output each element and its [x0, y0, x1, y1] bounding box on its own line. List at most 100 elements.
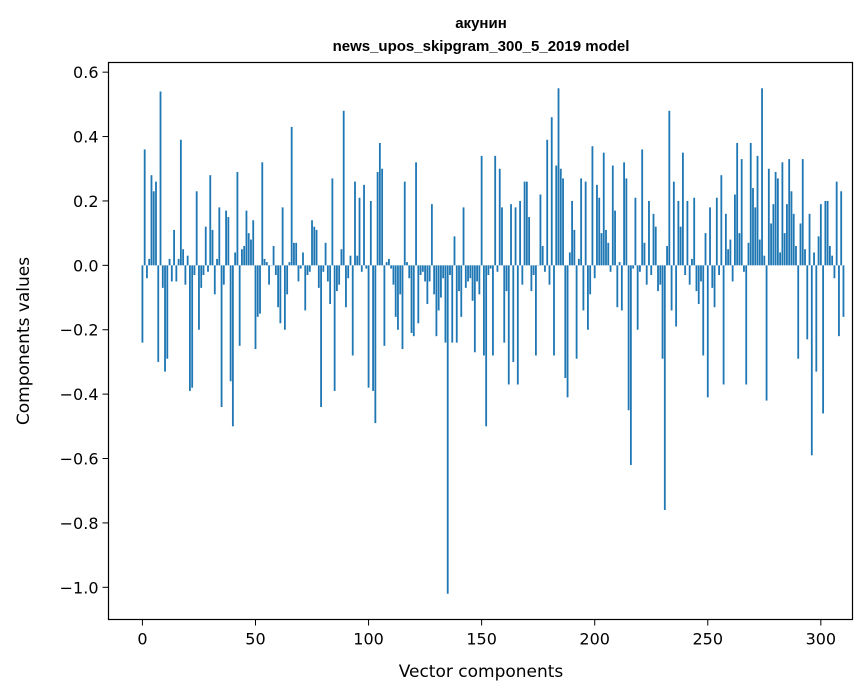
bar-58 [272, 246, 275, 266]
bar-120 [412, 265, 415, 337]
bar-294 [806, 265, 809, 340]
bar-265 [740, 159, 743, 266]
bar-217 [632, 265, 635, 269]
bar-157 [496, 265, 499, 272]
bar-62 [281, 207, 284, 266]
bar-17 [179, 139, 182, 266]
bar-104 [376, 171, 379, 266]
bar-309 [840, 191, 843, 266]
bar-114 [399, 265, 402, 295]
bar-141 [460, 265, 463, 317]
bar-279 [772, 204, 775, 266]
bar-210 [616, 265, 619, 308]
bar-183 [555, 165, 558, 266]
bar-77 [315, 229, 318, 266]
bar-30 [209, 175, 212, 266]
bar-127 [428, 265, 431, 282]
bar-296 [810, 265, 813, 456]
bar-82 [326, 265, 329, 282]
bar-146 [471, 265, 474, 301]
bar-261 [731, 265, 734, 282]
bar-66 [290, 126, 293, 266]
bar-131 [437, 265, 440, 311]
bar-211 [618, 262, 621, 266]
bar-282 [779, 252, 782, 266]
bar-91 [347, 265, 350, 279]
bar-100 [367, 265, 370, 388]
bar-93 [351, 265, 354, 356]
bar-275 [763, 255, 766, 266]
bar-205 [605, 229, 607, 266]
bar-181 [550, 117, 553, 266]
bar-60 [277, 265, 280, 308]
bar-79 [320, 265, 322, 407]
bar-53 [261, 162, 264, 266]
bar-223 [645, 265, 648, 285]
bar-209 [614, 210, 616, 266]
bar-238 [679, 226, 682, 266]
bar-297 [813, 252, 815, 266]
bar-123 [419, 265, 422, 275]
bar-56 [268, 265, 270, 285]
bar-267 [745, 265, 748, 385]
bar-288 [792, 213, 795, 266]
bar-178 [544, 265, 546, 272]
bar-270 [752, 188, 754, 266]
bar-182 [553, 265, 555, 356]
bar-109 [388, 258, 390, 266]
bar-154 [489, 265, 492, 269]
bar-172 [530, 265, 533, 292]
bar-124 [421, 265, 424, 272]
bar-128 [430, 204, 433, 266]
bar-23 [193, 265, 196, 275]
bar-132 [440, 265, 442, 298]
bar-125 [424, 265, 426, 282]
bar-156 [494, 155, 497, 266]
bar-306 [833, 265, 836, 279]
bar-310 [842, 265, 845, 317]
bar-151 [482, 265, 485, 356]
bar-201 [596, 184, 598, 266]
bar-51 [256, 265, 259, 317]
bar-308 [838, 265, 840, 337]
bar-259 [727, 249, 730, 266]
bar-164 [512, 265, 515, 362]
bar-69 [297, 265, 300, 282]
bar-216 [629, 265, 632, 465]
bar-72 [304, 265, 307, 311]
y-tick-label: −0.6 [60, 450, 99, 469]
bar-227 [654, 226, 657, 266]
bar-242 [688, 265, 691, 285]
bar-97 [360, 265, 363, 272]
bar-85 [333, 265, 336, 391]
bar-244 [693, 197, 696, 266]
bar-231 [663, 265, 666, 511]
y-tick-label: −1.0 [60, 578, 99, 597]
bar-22 [191, 265, 194, 388]
x-axis-label: Vector components [399, 662, 564, 682]
bar-222 [643, 242, 646, 266]
bar-191 [573, 229, 576, 266]
bar-138 [453, 236, 456, 266]
bar-287 [790, 191, 793, 266]
plot-frame [107, 61, 854, 621]
bar-107 [383, 265, 386, 346]
bar-152 [485, 265, 488, 427]
bar-221 [641, 149, 644, 266]
bar-5 [152, 191, 155, 266]
bar-29 [207, 265, 209, 272]
bar-161 [505, 265, 508, 292]
bar-214 [625, 178, 628, 266]
bar-218 [634, 197, 637, 266]
bar-303 [826, 200, 829, 266]
bar-245 [695, 265, 698, 292]
bar-54 [263, 258, 266, 266]
bar-176 [539, 194, 542, 266]
bar-143 [464, 265, 467, 288]
bar-248 [702, 265, 705, 356]
bar-271 [754, 207, 757, 266]
bar-159 [501, 207, 503, 266]
bar-92 [349, 255, 352, 266]
bar-4 [150, 175, 153, 266]
bar-149 [478, 265, 481, 295]
